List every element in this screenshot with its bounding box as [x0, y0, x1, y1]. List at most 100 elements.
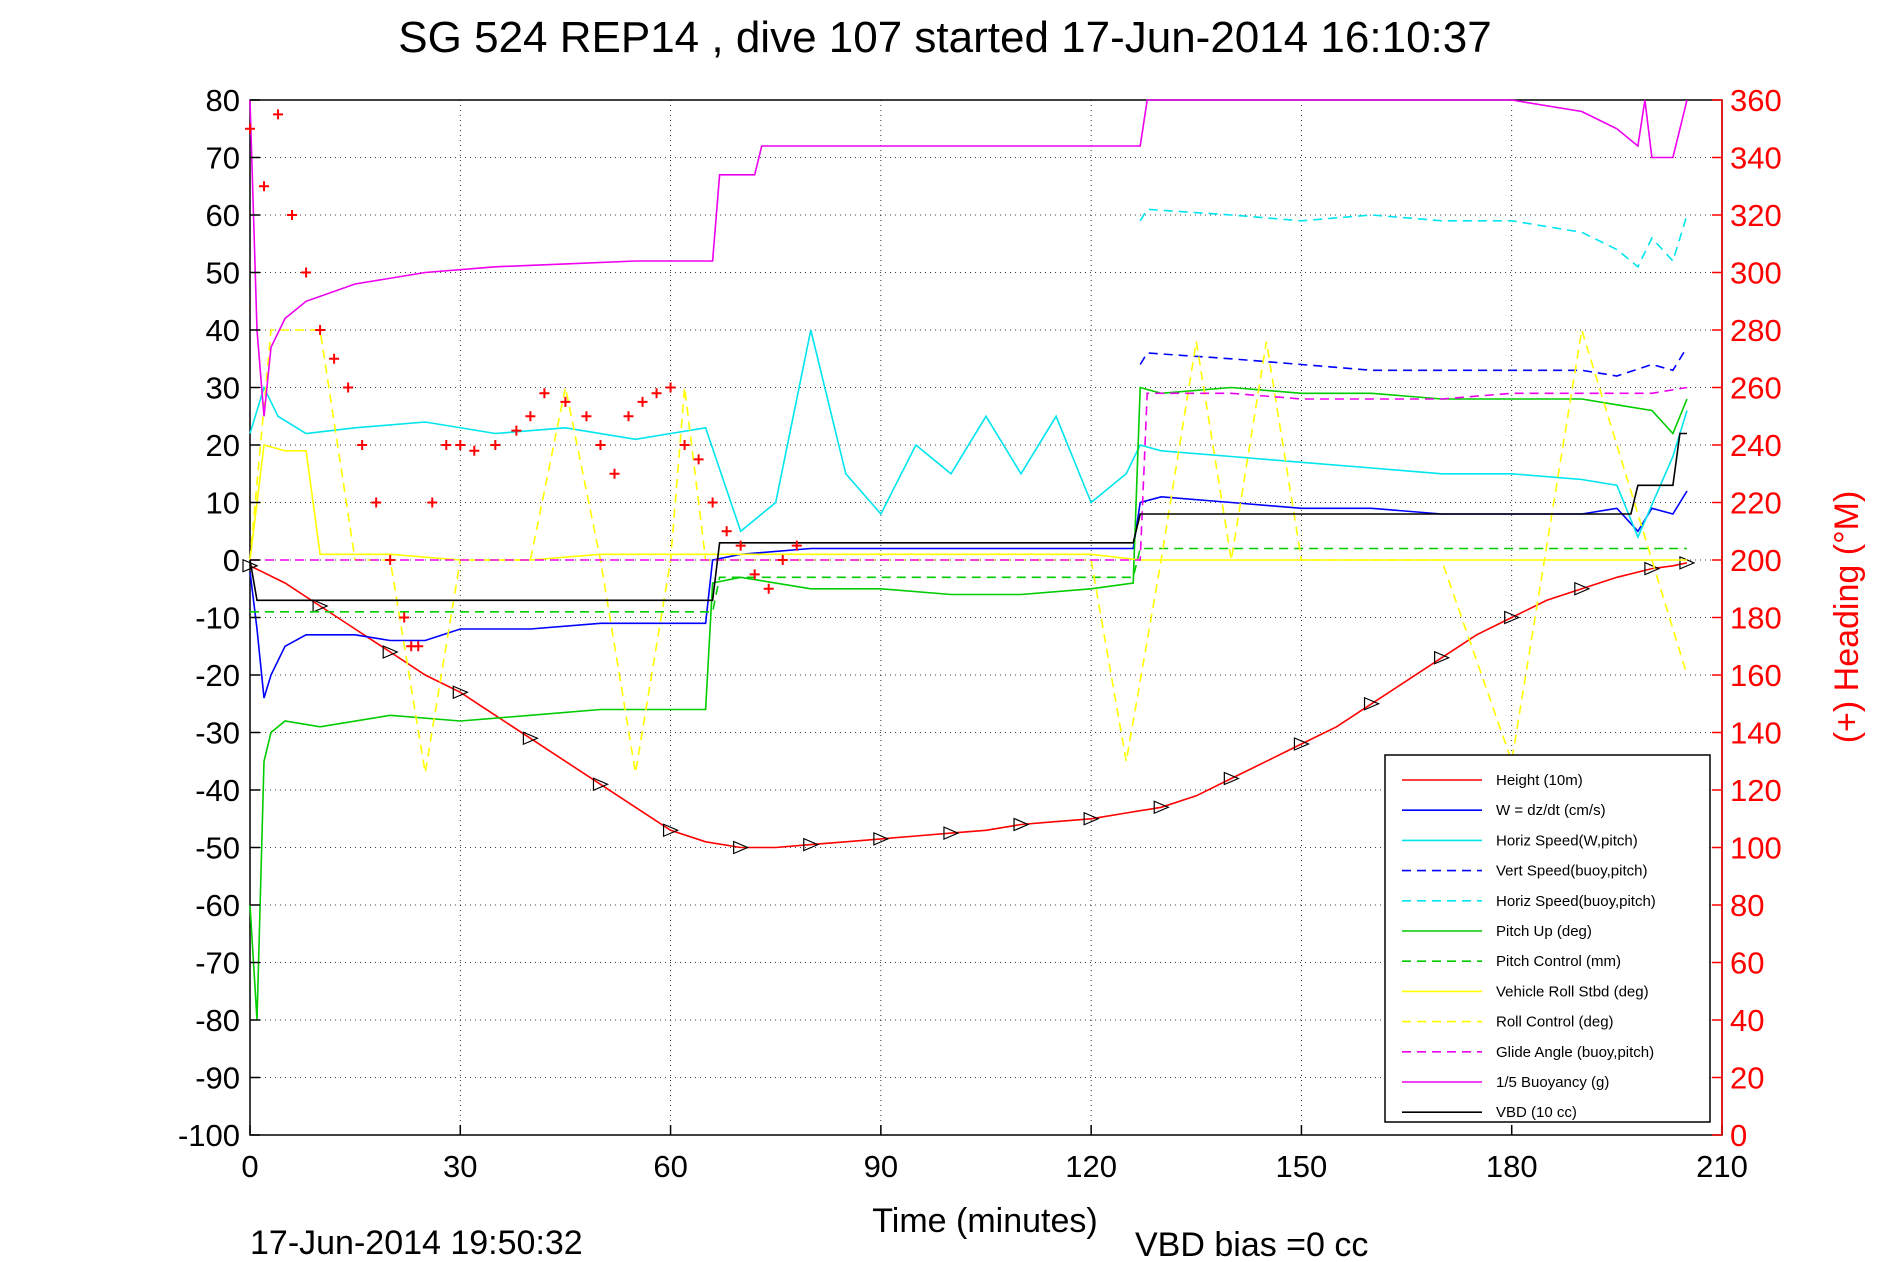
- height-marker: [1293, 737, 1310, 751]
- heading-marker: [427, 497, 438, 508]
- y-axis-right-label: (+) Heading (°M): [1828, 491, 1866, 744]
- heading-marker: [490, 440, 501, 450]
- heading-marker: [287, 210, 298, 220]
- heading-marker: [399, 612, 410, 623]
- heading-marker: [343, 382, 354, 393]
- footer-date: 17-Jun-2014 19:50:32: [250, 1224, 583, 1262]
- x-tick-label: 180: [1486, 1149, 1538, 1184]
- y-tick-label: 20: [206, 428, 240, 463]
- x-tick-label: 150: [1276, 1149, 1328, 1184]
- heading-marker: [791, 540, 802, 551]
- y-right-tick-label: 100: [1730, 831, 1782, 866]
- y-right-tick-label: 20: [1730, 1061, 1764, 1096]
- heading-marker: [329, 353, 340, 364]
- legend-label: VBD (10 cc): [1496, 1104, 1577, 1121]
- y-tick-label: -10: [195, 601, 240, 636]
- legend-label: Horiz Speed(W,pitch): [1496, 832, 1638, 849]
- x-axis-label: Time (minutes): [872, 1202, 1097, 1240]
- y-right-tick-label: 60: [1730, 946, 1764, 981]
- legend-label: Vehicle Roll Stbd (deg): [1496, 983, 1649, 1000]
- x-tick-label: 60: [653, 1149, 687, 1184]
- footer-vbd-bias: VBD bias =0 cc: [1135, 1226, 1368, 1262]
- height-marker: [1013, 817, 1030, 832]
- height-marker: [382, 645, 399, 659]
- y-tick-label: -90: [195, 1061, 240, 1096]
- series-10-line: [249, 99, 1688, 417]
- series-0-line: [249, 562, 1688, 849]
- legend-label: Glide Angle (buoy,pitch): [1496, 1044, 1654, 1061]
- height-marker: [873, 831, 890, 846]
- height-marker: [803, 837, 820, 852]
- heading-marker: [581, 411, 592, 422]
- y-tick-label: -40: [195, 773, 240, 808]
- chart-title: SG 524 REP14 , dive 107 started 17-Jun-2…: [398, 13, 1491, 62]
- y-tick-label: -30: [195, 716, 240, 751]
- y-right-tick-label: 320: [1730, 198, 1782, 233]
- heading-marker: [413, 641, 424, 652]
- legend-box: [1384, 754, 1711, 1123]
- height-marker: [1644, 561, 1661, 576]
- y-tick-label: -100: [178, 1118, 240, 1153]
- grid: [250, 100, 1722, 1135]
- height-marker: [1083, 811, 1100, 826]
- x-tick-label: 90: [864, 1149, 898, 1184]
- y-right-tick-label: 240: [1730, 428, 1782, 463]
- heading-marker: [455, 440, 466, 450]
- y-right-tick-label: 280: [1730, 313, 1782, 348]
- heading-marker: [693, 454, 704, 465]
- legend-label: Height (10m): [1496, 772, 1583, 789]
- heading-marker: [525, 411, 536, 422]
- height-marker: [1153, 800, 1170, 815]
- y-tick-label: 0: [223, 543, 240, 578]
- heading-marker: [357, 440, 368, 450]
- series-7-line: [249, 443, 1687, 561]
- y-tick-label: 10: [206, 486, 240, 521]
- height-marker: [1223, 771, 1240, 786]
- legend-label: W = dz/dt (cm/s): [1496, 802, 1606, 819]
- y-tick-label: 40: [206, 313, 240, 348]
- height-marker: [312, 599, 329, 613]
- legend-label: 1/5 Buoyancy (g): [1496, 1074, 1609, 1091]
- x-tick-label: 0: [241, 1149, 258, 1184]
- y-right-tick-label: 0: [1730, 1118, 1747, 1153]
- heading-marker: [595, 440, 606, 450]
- y-right-tick-label: 140: [1730, 716, 1782, 751]
- y-right-tick-label: 260: [1730, 371, 1782, 406]
- heading-marker: [735, 540, 746, 551]
- heading-marker: [651, 388, 662, 399]
- y-tick-label: 70: [206, 141, 240, 176]
- y-right-tick-label: 300: [1730, 256, 1782, 291]
- heading-marker: [623, 411, 634, 422]
- height-marker: [1434, 650, 1451, 665]
- y-right-tick-label: 180: [1730, 601, 1782, 636]
- heading-marker: [273, 109, 284, 120]
- heading-marker: [560, 396, 571, 407]
- heading-marker: [749, 569, 760, 580]
- heading-marker: [245, 123, 255, 134]
- series-5-line: [249, 386, 1688, 1021]
- y-tick-label: -70: [195, 946, 240, 981]
- height-marker: [522, 731, 539, 746]
- series-layer: [242, 99, 1696, 1021]
- heading-marker: [511, 425, 522, 436]
- y-tick-label: -80: [195, 1003, 240, 1038]
- heading-marker: [707, 497, 718, 508]
- series-4-line: [1139, 208, 1688, 269]
- heading-marker: [315, 325, 326, 335]
- y-right-tick-label: 160: [1730, 658, 1782, 693]
- heading-marker: [637, 396, 648, 407]
- heading-marker: [679, 440, 690, 450]
- legend-label: Horiz Speed(buoy,pitch): [1496, 893, 1656, 910]
- y-axis-right: 3603403203002802602402202001801601401201…: [1712, 83, 1782, 1153]
- heading-marker: [539, 388, 550, 399]
- y-tick-label: 80: [206, 83, 240, 118]
- legend-label: Vert Speed(buoy,pitch): [1496, 863, 1647, 880]
- heading-marker: [469, 445, 480, 456]
- height-marker: [943, 826, 960, 841]
- x-tick-label: 120: [1065, 1149, 1117, 1184]
- heading-marker: [763, 583, 774, 594]
- x-tick-label: 210: [1696, 1149, 1748, 1184]
- legend-label: Roll Control (deg): [1496, 1014, 1614, 1031]
- y-right-tick-label: 80: [1730, 888, 1764, 923]
